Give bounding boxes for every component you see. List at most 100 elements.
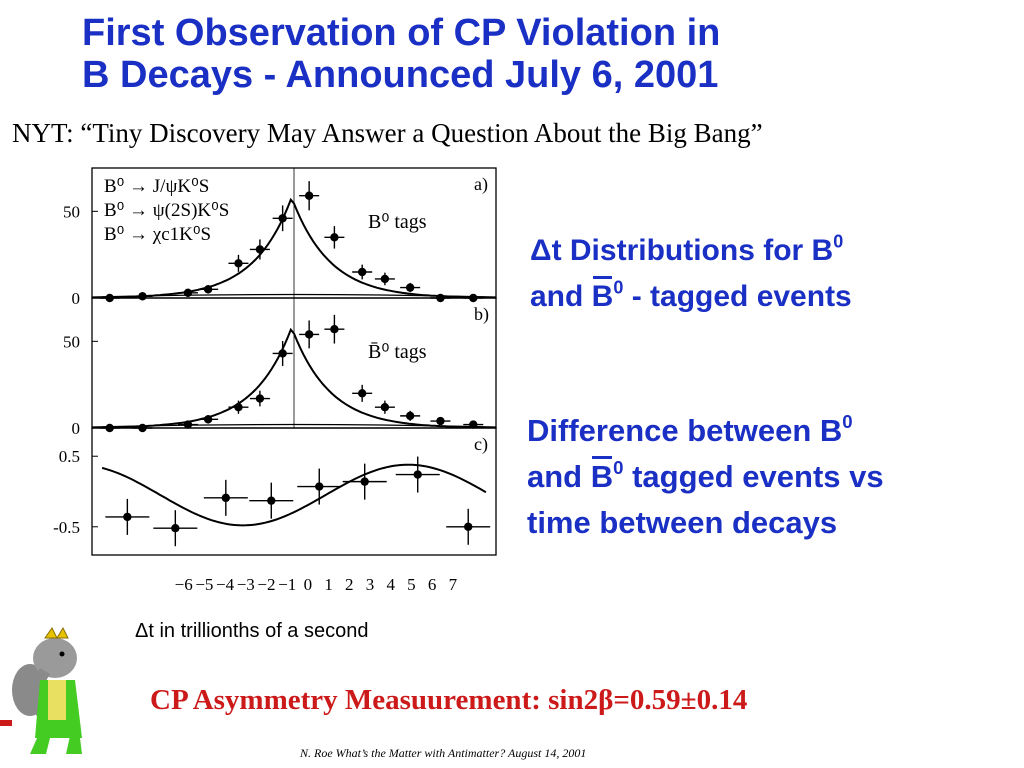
panel-label: c) xyxy=(474,434,488,455)
data-point xyxy=(105,293,114,303)
data-point xyxy=(255,245,265,254)
panel-c: 0.5 -0.5 c) xyxy=(53,434,491,547)
superscript: 0 xyxy=(613,277,624,298)
data-point xyxy=(221,493,231,503)
tag-annotation: B̄⁰ tags xyxy=(368,341,427,363)
diff-and: and xyxy=(527,459,591,494)
decay-mode-label: B⁰ → ψ(2S)K⁰S xyxy=(104,200,229,221)
x-tick-label: −3 xyxy=(237,575,255,594)
tag-annotation: B⁰ tags xyxy=(368,211,427,233)
fit-curve xyxy=(101,463,487,527)
x-tick-label: −2 xyxy=(257,575,275,594)
diff-text: Difference between B xyxy=(527,413,843,448)
x-tick-label: 2 xyxy=(345,575,354,594)
data-point xyxy=(267,496,276,505)
data-point xyxy=(330,325,339,334)
data-point xyxy=(203,285,213,294)
background-curve xyxy=(91,423,497,428)
dist-and: and xyxy=(530,280,592,313)
b-bar: B xyxy=(591,274,614,320)
data-point xyxy=(464,522,473,531)
dist-text: t Distributions for B xyxy=(551,234,834,267)
x-axis-caption: Δt in trillionths of a second xyxy=(135,620,368,643)
x-tick-label: 7 xyxy=(449,575,458,594)
b-bar: B xyxy=(591,454,613,500)
x-tick-label: 4 xyxy=(386,575,395,594)
b-bar-letter: B xyxy=(591,280,614,313)
diff-tail: tagged events vs xyxy=(623,459,884,494)
data-point xyxy=(105,423,114,433)
panel-label: a) xyxy=(474,174,488,195)
decay-mode-label: B⁰ → χc1K⁰S xyxy=(104,224,211,245)
data-point xyxy=(138,292,147,301)
data-point xyxy=(357,389,367,398)
y-tick-label: 0 xyxy=(72,419,81,438)
x-axis-caption-text: t in trillionths of a second xyxy=(148,620,369,642)
difference-line-1: Difference between B0 xyxy=(527,408,884,454)
data-point xyxy=(138,423,147,433)
panel-a: 0 50 a) B⁰ tags B⁰ → J/ψK⁰S B⁰ → ψ(2S)K⁰S B⁰ →… xyxy=(63,168,497,308)
dist-tail: - tagged events xyxy=(623,280,852,313)
data-point xyxy=(330,233,339,242)
panel-label: b) xyxy=(474,304,489,325)
babar-elephant-logo xyxy=(0,626,82,754)
x-tick-label: −4 xyxy=(216,575,235,594)
data-point xyxy=(304,330,314,339)
cp-asymmetry-result: CP Asymmetry Measuurement: sin2β=0.59±0.… xyxy=(150,684,748,716)
data-point xyxy=(278,349,287,358)
nyt-quote: NYT: “Tiny Discovery May Answer a Questi… xyxy=(12,118,763,148)
data-point xyxy=(203,415,213,424)
x-tick-label: −1 xyxy=(278,575,296,594)
delta-symbol: Δ xyxy=(530,234,552,267)
x-tick-label: 0 xyxy=(304,575,313,594)
difference-line-2: and B0 tagged events vs xyxy=(527,454,884,500)
data-point xyxy=(183,420,193,429)
data-point xyxy=(183,288,193,297)
data-point xyxy=(171,523,180,533)
data-point xyxy=(255,394,265,403)
y-tick-label: -0.5 xyxy=(53,518,80,537)
data-point xyxy=(278,214,287,223)
slide-title: First Observation of CP Violation in B D… xyxy=(82,12,982,96)
data-point xyxy=(469,293,478,303)
data-point xyxy=(304,191,314,200)
data-point xyxy=(357,267,367,277)
x-tick-label: 3 xyxy=(366,575,375,594)
distributions-line-2: and B0 - tagged events xyxy=(530,274,852,320)
difference-line-3: time between decays xyxy=(527,505,838,540)
delta-symbol: Δ xyxy=(135,620,149,642)
y-tick-label: 50 xyxy=(63,202,80,221)
title-line-1: First Observation of CP Violation in xyxy=(82,12,721,54)
y-tick-label: 50 xyxy=(63,332,80,351)
data-point xyxy=(413,470,422,479)
b-bar-letter: B xyxy=(590,459,614,494)
superscript: 0 xyxy=(842,410,853,432)
data-point xyxy=(360,477,369,486)
data-point xyxy=(405,283,415,292)
data-point xyxy=(436,416,445,426)
footer: N. Roe What’s the Matter with Antimatter… xyxy=(300,746,587,760)
panel-b: 0 50 b) B̄⁰ tags xyxy=(63,298,497,438)
y-tick-label: 0 xyxy=(72,289,81,308)
x-tick-label: 1 xyxy=(324,575,333,594)
x-tick-label: −6 xyxy=(175,575,193,594)
superscript: 0 xyxy=(613,456,624,478)
y-tick-label: 0.5 xyxy=(59,447,80,466)
data-point xyxy=(234,259,243,268)
distributions-label: Δt Distributions for B0 and B0 - tagged … xyxy=(530,228,852,320)
data-point xyxy=(234,403,243,412)
x-tick-label: 5 xyxy=(407,575,416,594)
data-point xyxy=(405,411,415,421)
data-point xyxy=(315,482,324,491)
decay-mode-label: B⁰ → J/ψK⁰S xyxy=(104,176,209,197)
data-point xyxy=(380,403,390,412)
x-tick-label: −5 xyxy=(195,575,213,594)
title-line-2: B Decays - Announced July 6, 2001 xyxy=(82,54,719,96)
x-tick-label: 6 xyxy=(428,575,437,594)
data-point xyxy=(436,293,445,303)
distributions-line-1: Δt Distributions for B0 xyxy=(530,228,852,274)
data-point xyxy=(123,512,132,522)
superscript: 0 xyxy=(833,231,844,252)
difference-label: Difference between B0 and B0 tagged even… xyxy=(527,408,884,546)
